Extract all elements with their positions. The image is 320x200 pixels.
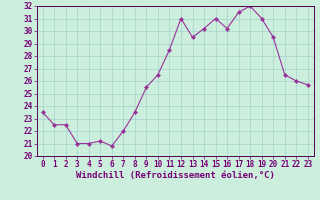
- X-axis label: Windchill (Refroidissement éolien,°C): Windchill (Refroidissement éolien,°C): [76, 171, 275, 180]
